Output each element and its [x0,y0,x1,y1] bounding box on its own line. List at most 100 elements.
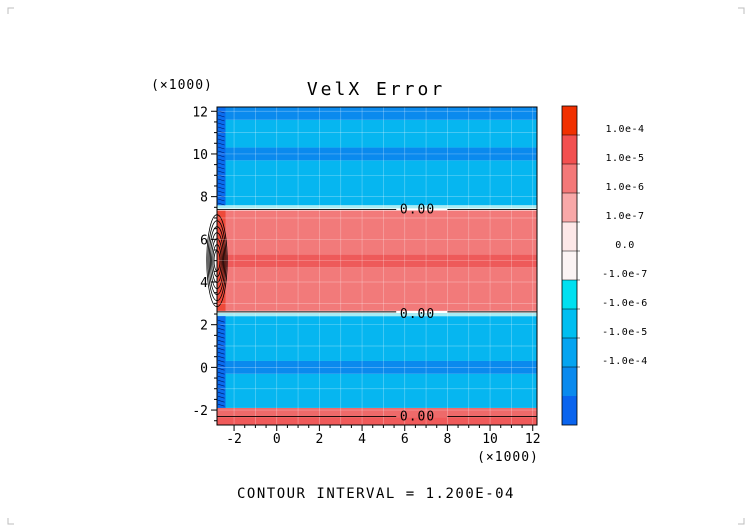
edge-hatch [217,154,225,158]
contour-labels: 0.00 0.00 0.00 [400,202,435,424]
contour-band-11 [217,205,537,209]
edge-hatch [217,174,225,178]
edge-hatch [217,399,225,403]
edge-hatch [217,126,225,130]
colorbar-swatch-3 [562,193,577,222]
edge-hatch [217,122,225,126]
colorbar-swatch-6 [562,280,577,309]
contour-band-8 [217,254,537,268]
chart-title: VelX Error [307,79,445,100]
contour-band-15 [217,107,537,120]
edge-hatch [217,190,225,194]
x-tick-label: 0 [273,432,281,447]
contour-band-7 [217,267,537,311]
contour-band-14 [217,119,537,148]
x-tick-label: 6 [401,432,409,447]
edge-hatch [217,114,225,118]
edge-hatch [217,130,225,134]
edge-hatch [217,110,225,114]
colorbar-swatch-8 [562,338,577,367]
contour-band-3 [217,360,537,374]
y-tick-label: 12 [192,105,208,120]
y-tick-label: -2 [192,404,208,419]
edge-hatch [217,194,225,198]
colorbar-label-4: 0.0 [615,240,635,251]
edge-hatch [217,375,225,379]
x-tick-label: 2 [315,432,323,447]
gridlines [217,107,537,425]
x-tick-label: 12 [525,432,541,447]
x-tick-label: 10 [482,432,498,447]
colorbar-label-0: 1.0e-4 [605,124,644,135]
y-tick-label: 8 [200,191,208,206]
edge-hatch [217,359,225,363]
edge-hatch [217,198,225,202]
y-tick-label: 6 [200,233,208,248]
colorbar-swatch-9 [562,367,577,396]
colorbar-swatch-10 [562,396,577,425]
contour-band-5 [217,312,537,317]
edge-hatch [217,186,225,190]
colorbar-frame [561,105,578,426]
contour-label-2: 0.00 [400,409,435,424]
edge-hatch [217,170,225,174]
y-tick-label: 0 [200,361,208,376]
contour-interval-label: CONTOUR INTERVAL = 1.200E-04 [237,486,515,502]
x-tick-label: 8 [443,432,451,447]
contour-bands [217,107,537,425]
x-tick-label: 4 [358,432,366,447]
colorbar-label-7: -1.0e-5 [602,327,648,338]
zero-contour-lines [217,208,537,417]
colorbar-swatch-2 [562,164,577,193]
contour-band-0 [217,417,537,425]
edge-hatch [217,134,225,138]
colorbar-swatch-5 [562,251,577,280]
edge-hatch [217,387,225,391]
edge-hatch [217,347,225,351]
contour-band-2 [217,373,537,408]
y-tick-label: 2 [200,319,208,334]
edge-hatch [217,146,225,150]
edge-hatch [217,327,225,331]
contour-label-0: 0.00 [400,202,435,217]
edge-hatch [217,118,225,122]
colorbar-label-1: 1.0e-5 [605,153,644,164]
edge-hatch [217,335,225,339]
edge-hatch [217,158,225,162]
y-tick-label: 4 [200,276,208,291]
edge-hatch [217,202,225,206]
edge-hatch [217,363,225,367]
colorbar-label-8: -1.0e-4 [602,356,648,367]
edge-strip-lower [217,316,226,408]
colorbar-swatch-7 [562,309,577,338]
edge-hatch [217,182,225,186]
contour-band-4 [217,316,537,361]
edge-hatch [217,323,225,327]
edge-hatch [217,166,225,170]
colorbar-swatch-4 [562,222,577,251]
colorbar-swatch-0 [562,106,577,135]
colorbar-label-2: 1.0e-6 [605,182,644,193]
edge-hatch [217,319,225,323]
edge-hatch [217,371,225,375]
contour-band-9 [217,210,537,255]
edge-hatch [217,395,225,399]
colorbar: 1.0e-4 1.0e-5 1.0e-6 1.0e-7 0.0 -1.0e-7 -1.0e-… [561,105,648,426]
contour-label-1: 0.00 [400,307,435,322]
x-scale-label: (×1000) [477,450,539,465]
edge-hatch [217,343,225,347]
x-axis: -2 0 2 4 6 8 10 12 [226,425,541,447]
y-tick-label: 10 [192,148,208,163]
edge-hatch [217,367,225,371]
edge-hatch [217,331,225,335]
contour-band-12 [217,160,537,206]
colorbar-label-6: -1.0e-6 [602,298,648,309]
colorbar-swatch-1 [562,135,577,164]
contour-band-13 [217,147,537,161]
edge-hatch [217,142,225,146]
edge-hatch [217,383,225,387]
edge-hatch [217,138,225,142]
x-tick-label: -2 [226,432,242,447]
y-scale-label: (×1000) [151,78,213,93]
